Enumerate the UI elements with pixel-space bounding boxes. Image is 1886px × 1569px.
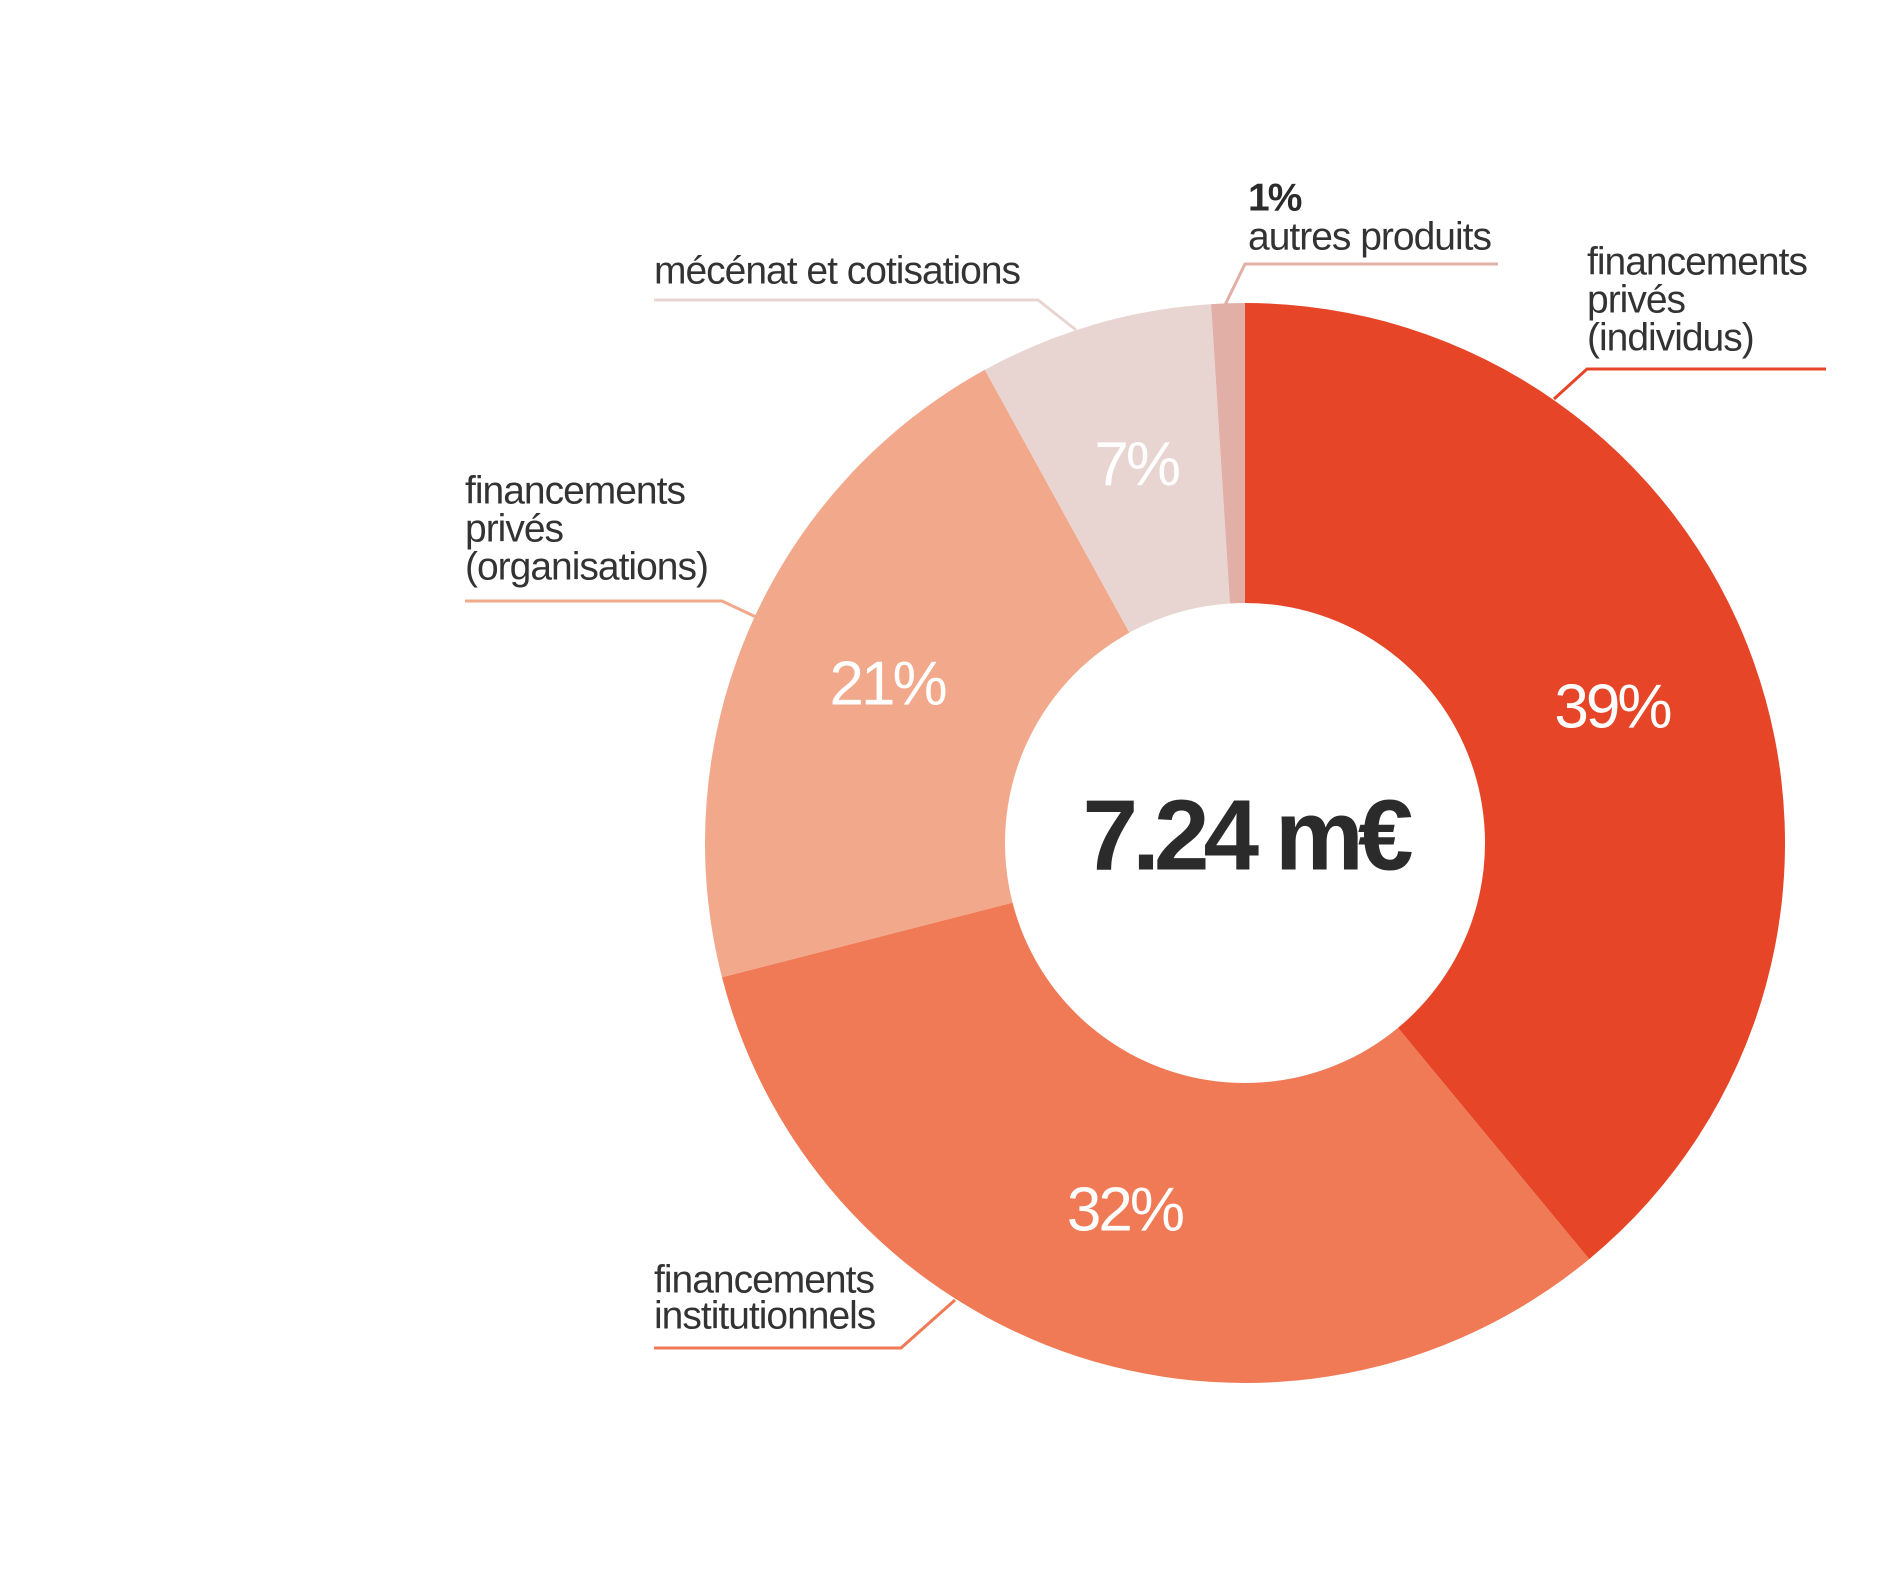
slice-name: financements (654, 1258, 874, 1301)
slice (1245, 303, 1786, 1260)
leader-line (654, 298, 1077, 332)
slice-name: mécénat et cotisations (654, 249, 1021, 292)
slice-name: (individus) (1587, 316, 1754, 359)
leader-line (465, 599, 757, 619)
slice-name: privés (1587, 278, 1686, 321)
slice (1211, 303, 1245, 604)
value-label: 1% (1248, 176, 1302, 219)
slice (721, 902, 1590, 1383)
slice (705, 369, 1130, 978)
slice-name: financements (1587, 240, 1807, 283)
slice-name: institutionnels (654, 1294, 876, 1337)
value-label: 21% (830, 649, 946, 718)
slice-name: autres produits (1248, 215, 1491, 258)
value-label: 7% (1094, 430, 1178, 499)
slice (984, 304, 1230, 633)
slice-name: (organisations) (465, 545, 708, 588)
value-label: 32% (1067, 1175, 1183, 1244)
leader-line (1552, 367, 1826, 401)
leader-line (654, 1298, 956, 1350)
slice-name: financements (465, 469, 685, 512)
center-label: 7.24 m€ (1083, 779, 1412, 891)
leader-line (1223, 262, 1498, 306)
value-label: 39% (1554, 672, 1670, 741)
slice-name: privés (465, 507, 564, 550)
